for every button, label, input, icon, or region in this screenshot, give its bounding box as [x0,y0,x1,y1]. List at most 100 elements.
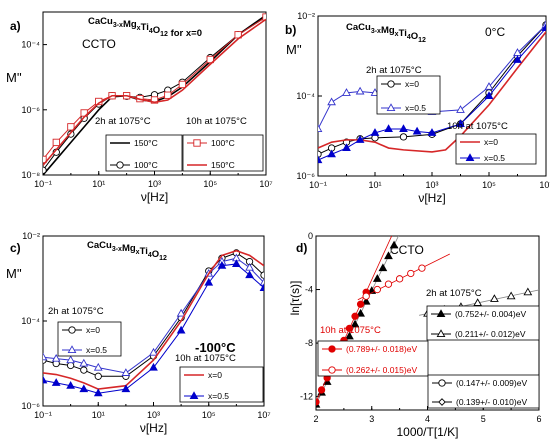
data-point [66,355,75,364]
data-point [513,55,522,63]
y-tick-label: 10⁻⁶ [22,401,41,411]
x-tick-label: 10⁷ [257,410,270,420]
data-point [245,270,254,279]
chart-title: CaCu3-xMgxTi4O12 for x=0 [88,16,202,39]
data-point [43,155,47,164]
legend-header: 2h at 1075°C [95,116,151,127]
data-point [456,119,465,127]
data-point [318,124,323,132]
x-tick-label: 10⁻¹ [34,410,52,420]
panel-label: c) [10,241,21,255]
data-point [93,388,103,397]
x-tick-label: 10¹ [368,180,381,190]
legend-marker [328,345,336,353]
legend-marker [465,153,475,162]
legend-header: 2h at 1075°C [426,288,482,299]
legend-marker [386,103,396,112]
data-point [318,150,322,158]
legend-header: 10h at 1075°C [320,325,381,336]
legend-marker [438,379,446,387]
data-point [121,384,131,393]
data-point [418,264,426,272]
data-point [51,378,61,386]
data-point [541,23,546,32]
legend-marker [193,139,201,147]
legend-marker [67,345,77,354]
y-axis-label: M'' [6,70,22,85]
x-axis-label: 1000/T[1/K] [396,425,458,439]
legend-label: (0.147+/- 0.009)eV [456,378,527,388]
chart-title: CaCu3-xMgxTi4O12 [346,22,426,44]
legend-label: 100°C [134,160,158,170]
legend-marker [116,161,124,169]
legend-label: (0.752+/- 0.004)eV [455,309,526,319]
x-tick-label: 3 [369,414,374,424]
data-point [362,292,370,300]
fit-line-1 [316,236,399,406]
legend-marker [436,309,446,318]
y-tick-label: 10⁻⁴ [296,91,315,101]
legend-marker [189,391,199,400]
data-point [66,361,75,370]
inner-label: 0°C [485,25,505,39]
data-point [399,124,408,132]
legend-label: 150°C [211,160,235,170]
x-tick-label: 10⁵ [202,410,216,420]
legend-label: x=0 [484,137,498,147]
data-point [164,91,172,99]
data-point [94,372,102,380]
data-point [67,123,75,131]
legend-label: x=0 [405,79,419,89]
series-layer [43,13,266,175]
legend-marker [328,366,336,374]
data-point [327,149,336,158]
data-point [384,251,393,260]
x-axis-label: ν[Hz] [141,190,168,204]
inner-label: CCTO [390,243,424,257]
x-tick-label: 5 [481,414,486,424]
y-axis-label: M'' [6,266,22,281]
x-tick-label: 10¹ [92,410,105,420]
y-tick-label: -4 [305,285,313,295]
data-point [361,296,371,305]
data-point [355,86,365,95]
panel-label: a) [10,19,21,33]
data-point [43,375,48,384]
data-point [51,353,61,362]
chart-title: CaCu3-xMgxTi4O12 [87,240,167,262]
data-point [399,133,408,141]
data-point [484,82,494,90]
data-point [80,366,88,374]
data-point [149,347,158,356]
data-point [176,308,186,317]
legend-label: 100°C [211,138,235,148]
legend-label: x=0.5 [86,345,107,355]
legend-label: (0.789+/- 0.018)eV [346,344,417,354]
chart-panel-2: 10⁻¹ 10¹ 10³ 10⁵ 10⁷ 10⁻⁶ 10⁻⁴ 10⁻² ν[Hz] M'' b) Ca… [285,11,550,205]
x-tick-label: 10³ [148,179,161,189]
data-point [206,55,214,64]
y-tick-label: -8 [305,338,313,348]
data-point [176,325,186,334]
data-point [121,368,131,376]
data-point [259,283,264,291]
chart-panel-4: 2 3 4 5 6 -12 -8 -4 0 1000/T[1/K] ln[τ(s)] d) CCTO 2h… [288,231,542,439]
legend-marker [436,329,446,338]
y-axis-label: ln[τ(s)] [288,281,302,316]
legend-marker [438,398,446,406]
data-point [245,262,254,271]
data-point [259,277,264,286]
y-tick-label: 10⁻⁸ [21,170,40,180]
data-point [523,287,533,296]
x-axis-label: ν[Hz] [418,191,445,205]
y-tick-label: 10⁻⁶ [297,171,316,181]
data-point [149,362,158,371]
data-point [232,259,241,267]
data-point [79,358,89,367]
legend-label: (0.262+/- 0.015)eV [346,365,417,375]
data-point [456,105,465,113]
data-point [79,384,89,393]
data-point [506,291,516,300]
legend-header: 10h at 1075°C [447,121,508,132]
data-point [355,135,365,143]
